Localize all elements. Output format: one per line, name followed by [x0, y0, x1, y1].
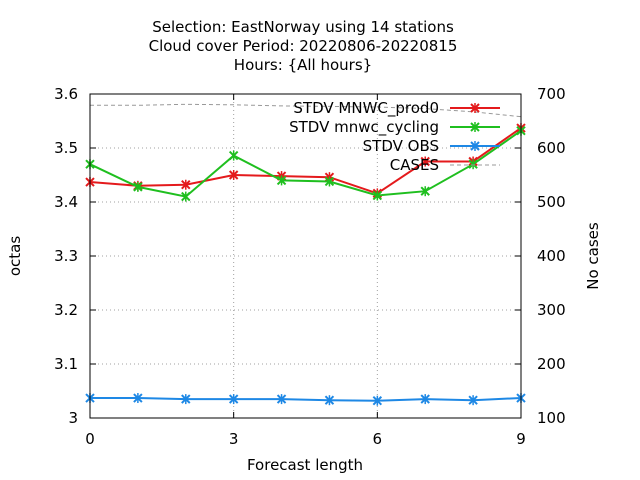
x-tick-label: 6 [373, 430, 383, 448]
chart-title: Selection: EastNorway using 14 stations … [149, 18, 458, 74]
title-line-3: Hours: {All hours} [234, 56, 372, 74]
legend-label: STDV MNWC_prod0 [293, 99, 439, 118]
legend-marker [470, 141, 480, 151]
y-tick-label: 3.2 [54, 301, 78, 319]
legend-item: CASES [390, 156, 500, 174]
data-point [276, 394, 287, 405]
series-line [90, 103, 522, 118]
y-tick-label: 3 [68, 409, 78, 427]
data-point [133, 181, 143, 192]
series-layer [85, 103, 526, 406]
legend-item: STDV MNWC_prod0 [293, 99, 500, 118]
series-line [90, 397, 522, 402]
grid [90, 94, 521, 418]
x-axis-label: Forecast length [247, 456, 363, 474]
x-tick-label: 3 [229, 430, 239, 448]
plot-frame [89, 93, 522, 419]
data-point [228, 150, 239, 161]
title-line-1: Selection: EastNorway using 14 stations [152, 18, 454, 36]
legend-marker [470, 103, 480, 113]
legend-label: STDV mnwc_cycling [289, 118, 439, 137]
series-line [89, 129, 522, 198]
y2-tick-label: 200 [537, 355, 566, 373]
data-point [181, 191, 191, 202]
y2-axis-label: No cases [584, 222, 602, 290]
series-cases [90, 103, 522, 118]
title-line-2: Cloud cover Period: 20220806-20220815 [149, 37, 458, 55]
data-point [228, 170, 239, 180]
x-tick-label: 9 [516, 430, 526, 448]
y-tick-label: 3.6 [54, 85, 78, 103]
y-tick-label: 3.1 [54, 355, 78, 373]
series-line [89, 127, 522, 195]
data-point [420, 186, 430, 197]
data-point [228, 394, 239, 405]
legend-marker [470, 122, 480, 132]
data-point [468, 159, 478, 170]
data-point [372, 190, 383, 201]
series-stdv-mnwc-cycling [85, 125, 526, 202]
y-axis-label: octas [6, 236, 24, 276]
x-tick-label: 0 [85, 430, 95, 448]
data-point [181, 394, 191, 405]
y2-tick-label: 700 [537, 85, 566, 103]
y2-tick-label: 100 [537, 409, 566, 427]
y-tick-label: 3.5 [54, 139, 78, 157]
data-point [324, 176, 335, 187]
series-stdv-obs [85, 393, 526, 406]
y-tick-label: 3.3 [54, 247, 78, 265]
data-point [276, 175, 287, 186]
data-point [181, 179, 191, 190]
y2-tick-label: 300 [537, 301, 566, 319]
legend-item: STDV mnwc_cycling [289, 118, 500, 137]
legend-label: CASES [390, 156, 439, 174]
legend-label: STDV OBS [363, 137, 439, 155]
data-point [468, 395, 478, 406]
y2-tick-label: 400 [537, 247, 566, 265]
legend-item: STDV OBS [363, 137, 500, 155]
data-point [420, 394, 430, 405]
data-point [133, 393, 143, 404]
tick-layer: 3 3.1 3.2 3.3 3.4 3.5 3.6 100 200 300 400 500 600 700… [54, 85, 566, 448]
y2-tick-label: 600 [537, 139, 566, 157]
y2-tick-label: 500 [537, 193, 566, 211]
y-tick-label: 3.4 [54, 193, 78, 211]
data-point [324, 395, 335, 406]
data-point [372, 395, 383, 406]
data-point [420, 156, 430, 167]
